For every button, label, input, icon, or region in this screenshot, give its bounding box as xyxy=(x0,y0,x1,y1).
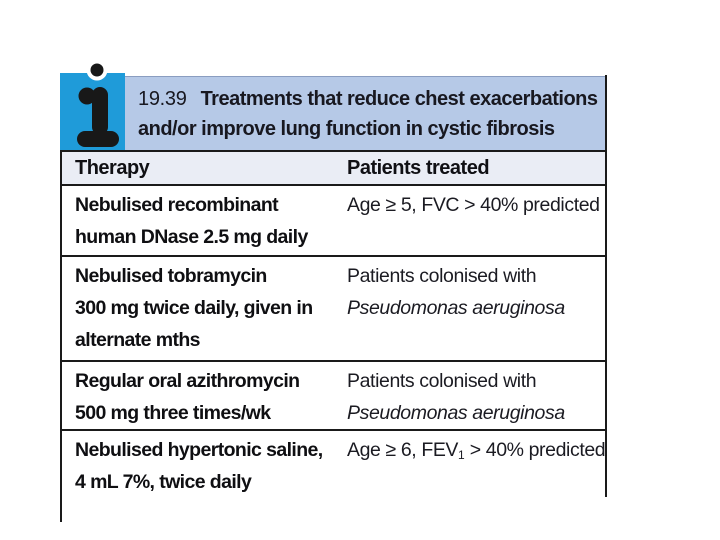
patients-cell: Patients colonised with Pseudomonas aeru… xyxy=(347,365,607,429)
therapy-cell: Nebulised tobramycin 300 mg twice daily,… xyxy=(60,260,347,360)
patients-cell: Age ≥ 5, FVC > 40% predicted xyxy=(347,189,607,255)
therapy-line: Nebulised hypertonic saline, xyxy=(75,439,323,461)
therapy-cell: Regular oral azithromycin 500 mg three t… xyxy=(60,365,347,429)
therapy-line: Regular oral azithromycin xyxy=(75,370,300,392)
patients-organism-line: Pseudomonas aeruginosa xyxy=(347,402,565,424)
table-right-border xyxy=(605,75,607,497)
box-title-text: Treatments that reduce chest exacerbatio… xyxy=(200,88,598,110)
patients-line: Patients colonised with xyxy=(347,370,537,392)
therapy-line: 500 mg three times/wk xyxy=(75,402,271,424)
therapy-line: human DNase 2.5 mg daily xyxy=(75,226,308,248)
patients-line: Age ≥ 6, FEV1 > 40% predicted xyxy=(347,434,607,468)
table-left-border xyxy=(60,150,62,522)
patients-text: > 40% predicted xyxy=(464,439,606,461)
patients-line: Patients colonised with xyxy=(347,265,537,287)
box-title-line2: and/or improve lung function in cystic f… xyxy=(138,118,555,140)
therapy-cell: Nebulised recombinant human DNase 2.5 mg… xyxy=(60,189,347,255)
box-header-band: 19.39 Treatments that reduce chest exacer… xyxy=(60,59,607,150)
clinical-table-box: 19.39 Treatments that reduce chest exacer… xyxy=(60,59,607,522)
table-row-tobramycin: Nebulised tobramycin 300 mg twice daily,… xyxy=(60,257,607,362)
therapy-line: Nebulised tobramycin xyxy=(75,265,267,287)
box-title-band: 19.39 Treatments that reduce chest exacer… xyxy=(125,76,607,150)
therapy-line: 4 mL 7%, twice daily xyxy=(75,471,252,493)
therapy-line: 300 mg twice daily, given in xyxy=(75,297,313,319)
column-header-row: Therapy Patients treated xyxy=(60,150,607,186)
column-header-patients: Patients treated xyxy=(347,156,490,179)
therapy-line: alternate mths xyxy=(75,329,201,351)
info-i-icon xyxy=(60,59,125,150)
box-number: 19.39 xyxy=(138,88,187,110)
column-header-therapy: Therapy xyxy=(75,156,150,179)
patients-organism-line: Pseudomonas aeruginosa xyxy=(347,297,565,319)
table-row-hypertonic-saline: Nebulised hypertonic saline, 4 mL 7%, tw… xyxy=(60,431,607,501)
table-row-dnase: Nebulised recombinant human DNase 2.5 mg… xyxy=(60,186,607,257)
therapy-cell: Nebulised hypertonic saline, 4 mL 7%, tw… xyxy=(60,434,347,501)
patients-line: Age ≥ 5, FVC > 40% predicted xyxy=(347,194,600,216)
box-title-line1: 19.39 Treatments that reduce chest exacer… xyxy=(138,84,607,114)
fev-subscript: 1 xyxy=(458,448,465,462)
patients-cell: Age ≥ 6, FEV1 > 40% predicted xyxy=(347,434,607,501)
patients-cell: Patients colonised with Pseudomonas aeru… xyxy=(347,260,607,360)
patients-text: Age ≥ 6, FEV xyxy=(347,439,459,461)
table-row-azithromycin: Regular oral azithromycin 500 mg three t… xyxy=(60,362,607,431)
therapy-line: Nebulised recombinant xyxy=(75,194,279,216)
